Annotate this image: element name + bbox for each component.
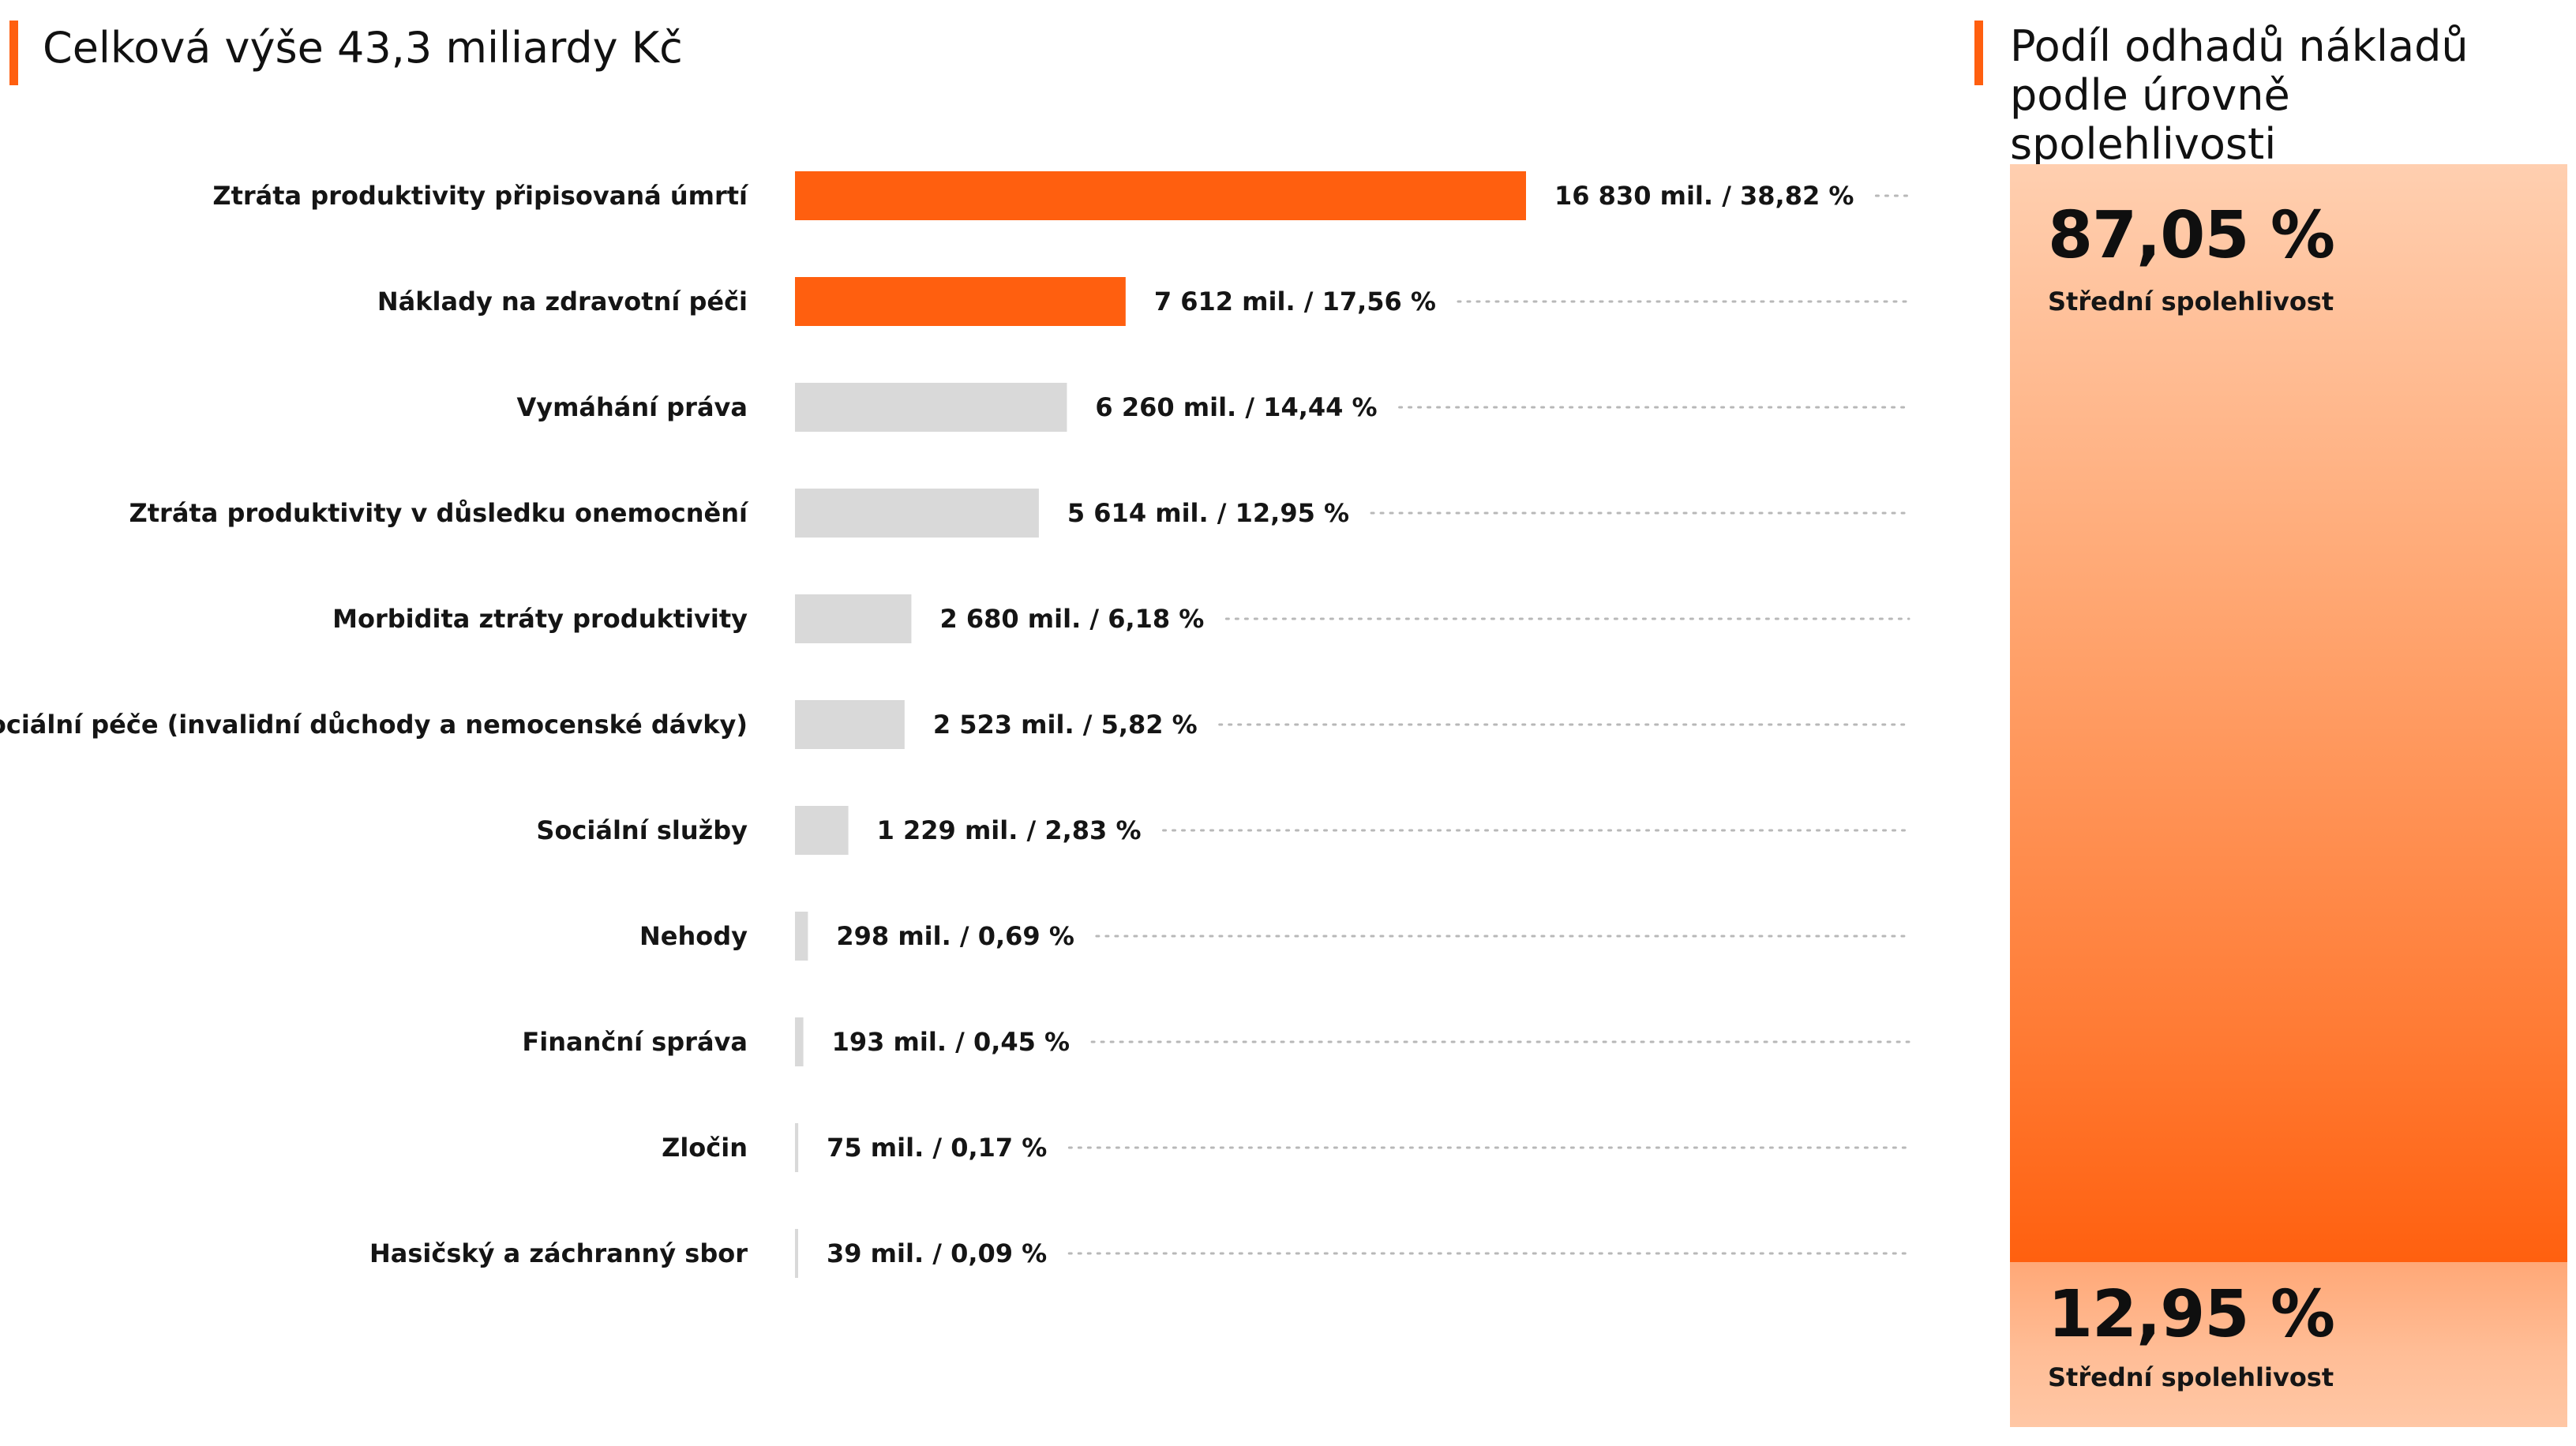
value-label: 16 830 mil. / 38,82 % [1554,181,1854,211]
bar [795,171,1526,220]
bar [795,1229,798,1278]
bar [795,700,905,749]
share-segment-high-value: 87,05 % [2048,198,2335,273]
right-heading-accent [1974,21,1983,85]
category-label: Hasičský a záchranný sbor [369,1238,748,1268]
value-label: 298 mil. / 0,69 % [836,921,1074,951]
bar [795,806,849,855]
cost-bar-chart: Ztráta produktivity připisovaná úmrtí 16 … [0,171,1910,1278]
share-segment-low-value: 12,95 % [2048,1277,2335,1352]
share-segment-high-label: Střední spolehlivost [2048,287,2334,317]
category-label: Finanční správa [522,1027,748,1057]
category-label: Zločin [662,1133,748,1163]
value-label: 193 mil. / 0,45 % [832,1027,1071,1057]
share-panel-title: Podíl odhadů nákladů podle úrovně spoleh… [2010,22,2563,169]
bar [795,594,912,643]
category-label: Sociální péče (invalidní důchody a nemoc… [0,710,748,740]
reliability-share-panel: 87,05 % Střední spolehlivost 12,95 % Stř… [2010,164,2567,1427]
value-label: 2 523 mil. / 5,82 % [933,710,1198,740]
category-label: Náklady na zdravotní péči [377,287,748,317]
value-label: 2 680 mil. / 6,18 % [939,604,1204,634]
category-label: Nehody [639,921,748,951]
bar [795,1123,799,1172]
bar [795,489,1039,538]
share-panel-title-line1: Podíl odhadů nákladů [2010,21,2469,71]
share-segment-low-label: Střední spolehlivost [2048,1362,2334,1392]
share-segment-high: 87,05 % Střední spolehlivost [2010,164,2567,1262]
bar [795,383,1067,432]
category-label: Sociální služby [536,815,748,845]
value-label: 6 260 mil. / 14,44 % [1095,392,1377,422]
bar [795,912,808,961]
chart-title: Celková výše 43,3 miliardy Kč [43,23,683,73]
category-label: Vymáhání práva [516,392,748,422]
value-label: 5 614 mil. / 12,95 % [1067,498,1349,528]
value-label: 39 mil. / 0,09 % [827,1238,1047,1268]
category-label: Ztráta produktivity v důsledku onemocněn… [129,498,749,528]
bar [795,1017,804,1066]
category-label: Morbidita ztráty produktivity [332,604,748,634]
bar [795,277,1126,326]
value-label: 75 mil. / 0,17 % [827,1133,1047,1163]
share-segment-low: 12,95 % Střední spolehlivost [2010,1262,2567,1427]
category-label: Ztráta produktivity připisovaná úmrtí [212,181,749,211]
value-label: 1 229 mil. / 2,83 % [877,815,1142,845]
left-heading-accent [9,21,18,85]
share-panel-title-line2: podle úrovně spolehlivosti [2010,70,2290,169]
value-label: 7 612 mil. / 17,56 % [1154,287,1436,317]
